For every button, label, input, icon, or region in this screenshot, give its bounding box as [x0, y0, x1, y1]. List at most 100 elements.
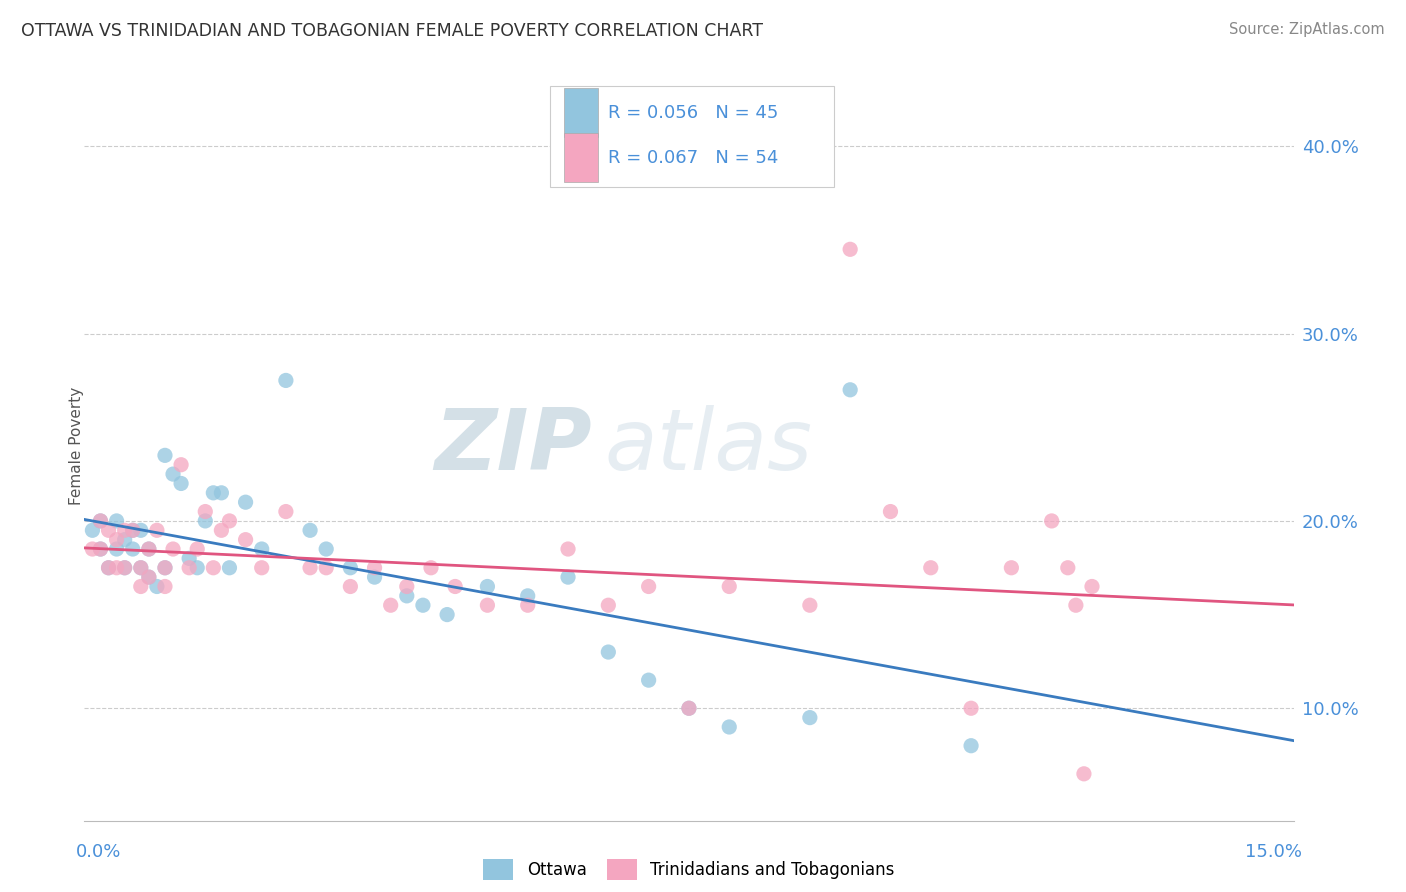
Point [799, 599, 821, 613]
Point [235, 495, 257, 509]
Point [114, 561, 136, 575]
Point [274, 505, 297, 519]
Text: R = 0.067   N = 54: R = 0.067 N = 54 [607, 149, 779, 167]
Point [105, 533, 128, 547]
FancyBboxPatch shape [564, 88, 599, 137]
Point [89, 514, 111, 528]
Point [678, 701, 700, 715]
Point [839, 243, 862, 257]
Text: OTTAWA VS TRINIDADIAN AND TOBAGONIAN FEMALE POVERTY CORRELATION CHART: OTTAWA VS TRINIDADIAN AND TOBAGONIAN FEM… [21, 22, 763, 40]
Point [1064, 599, 1087, 613]
Text: R = 0.056   N = 45: R = 0.056 N = 45 [607, 103, 779, 121]
Point [89, 542, 111, 557]
Point [879, 505, 901, 519]
Point [194, 514, 217, 528]
Point [194, 505, 217, 519]
Point [299, 523, 322, 537]
Point [114, 533, 136, 547]
FancyBboxPatch shape [564, 133, 599, 182]
Point [274, 374, 297, 388]
Legend: Ottawa, Trinidadians and Tobagonians: Ottawa, Trinidadians and Tobagonians [484, 859, 894, 880]
Point [718, 580, 741, 594]
Point [114, 523, 136, 537]
Point [138, 570, 160, 584]
Point [1081, 580, 1104, 594]
Point [598, 599, 620, 613]
Point [718, 720, 741, 734]
Point [1073, 767, 1095, 781]
Text: 0.0%: 0.0% [76, 843, 122, 861]
Point [129, 580, 152, 594]
Point [121, 542, 143, 557]
Point [339, 580, 361, 594]
Point [1056, 561, 1078, 575]
Point [557, 542, 579, 557]
Point [153, 580, 176, 594]
Point [799, 710, 821, 724]
Point [477, 599, 499, 613]
Point [179, 551, 201, 566]
Point [153, 561, 176, 575]
Text: ZIP: ZIP [434, 404, 592, 488]
Point [678, 701, 700, 715]
Point [179, 561, 201, 575]
Point [516, 599, 538, 613]
Point [153, 449, 176, 463]
Point [299, 561, 322, 575]
Point [395, 580, 418, 594]
Point [89, 542, 111, 557]
Point [250, 561, 273, 575]
Point [146, 580, 169, 594]
Point [235, 533, 257, 547]
Point [598, 645, 620, 659]
Point [138, 542, 160, 557]
Point [315, 542, 337, 557]
Point [412, 599, 434, 613]
Point [395, 589, 418, 603]
Point [363, 561, 385, 575]
Point [186, 561, 208, 575]
Text: 15.0%: 15.0% [1244, 843, 1302, 861]
Point [121, 523, 143, 537]
Point [153, 561, 176, 575]
Point [637, 673, 659, 688]
Point [121, 523, 143, 537]
Point [82, 523, 104, 537]
Point [436, 607, 458, 622]
Point [363, 570, 385, 584]
Point [250, 542, 273, 557]
Point [202, 486, 225, 500]
Point [218, 514, 240, 528]
Point [97, 561, 120, 575]
Point [218, 561, 240, 575]
Point [477, 580, 499, 594]
Point [920, 561, 942, 575]
Point [209, 486, 232, 500]
Point [129, 561, 152, 575]
Point [97, 523, 120, 537]
Point [138, 570, 160, 584]
Point [105, 514, 128, 528]
Point [129, 561, 152, 575]
Point [162, 467, 184, 482]
Point [960, 739, 983, 753]
Y-axis label: Female Poverty: Female Poverty [69, 387, 83, 505]
Point [420, 561, 443, 575]
Point [557, 570, 579, 584]
FancyBboxPatch shape [550, 87, 834, 187]
Point [960, 701, 983, 715]
Point [1000, 561, 1022, 575]
Point [315, 561, 337, 575]
Point [82, 542, 104, 557]
Point [444, 580, 467, 594]
Point [380, 599, 402, 613]
Point [97, 561, 120, 575]
Point [209, 523, 232, 537]
Point [202, 561, 225, 575]
Point [170, 476, 193, 491]
Text: atlas: atlas [605, 404, 813, 488]
Point [516, 589, 538, 603]
Point [105, 542, 128, 557]
Point [1040, 514, 1063, 528]
Point [105, 561, 128, 575]
